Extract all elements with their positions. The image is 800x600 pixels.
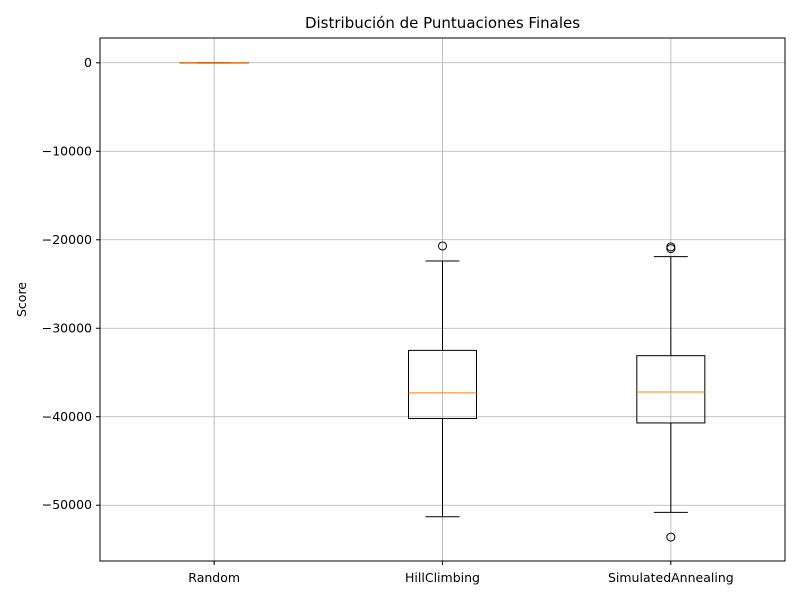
iqr-box (636, 355, 706, 424)
y-tick-label: 0 (84, 55, 92, 70)
iqr-box (408, 349, 477, 420)
y-tick-label: −50000 (42, 497, 92, 512)
x-tick-label: SimulatedAnnealing (608, 570, 734, 585)
x-tick-label: HillClimbing (405, 570, 480, 585)
y-tick-label: −30000 (42, 320, 92, 335)
y-tick-label: −10000 (42, 143, 92, 158)
ticks: 0 −10000 −20000 −30000 −40000 −50000 Random Hil… (42, 55, 734, 585)
boxes (179, 62, 706, 542)
box-group (408, 241, 477, 518)
outlier-point (438, 241, 447, 251)
outlier-point (666, 244, 676, 254)
x-tick-label: Random (188, 570, 240, 585)
outlier-point (666, 532, 676, 542)
y-tick-label: −20000 (42, 232, 92, 247)
y-axis-label: Score (14, 282, 29, 317)
box-group (636, 242, 706, 542)
y-tick-label: −40000 (42, 409, 92, 424)
chart-title: Distribución de Puntuaciones Finales (305, 14, 580, 32)
